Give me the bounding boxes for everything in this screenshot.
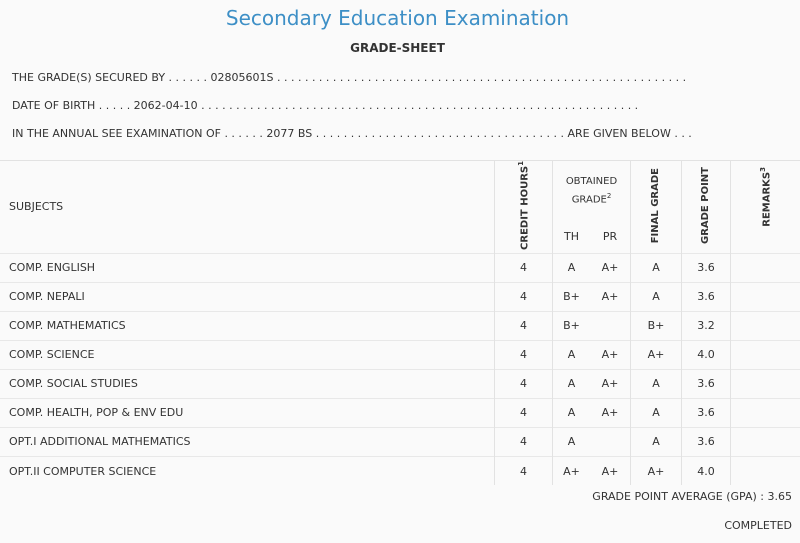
table-row: OPT.II COMPUTER SCIENCE 4 A+ A+ A+ 4.0 — [0, 456, 800, 486]
remarks-cell — [730, 427, 800, 457]
grade-point-header-label: GRADE POINT — [700, 166, 711, 244]
pr-header: PR — [602, 230, 618, 244]
secured-by-line: THE GRADE(S) SECURED BY . . . . . . 0280… — [12, 71, 687, 84]
date-of-birth-line: DATE OF BIRTH . . . . . 2062-04-10 . . .… — [12, 99, 639, 112]
table-row: COMP. SOCIAL STUDIES 4 A A+ A 3.6 — [0, 369, 800, 399]
gpa-summary: GRADE POINT AVERAGE (GPA) : 3.65 — [592, 490, 792, 503]
th-cell: A — [552, 427, 590, 457]
table-row: COMP. MATHEMATICS 4 B+ B+ 3.2 — [0, 311, 800, 341]
subject-cell: COMP. MATHEMATICS — [9, 319, 126, 333]
subject-cell: COMP. SCIENCE — [9, 348, 95, 362]
subject-cell: COMP. ENGLISH — [9, 261, 96, 275]
credit-cell: 4 — [494, 340, 553, 370]
grade-sheet-heading: GRADE-SHEET — [350, 41, 445, 55]
remarks-sup: 3 — [759, 167, 768, 172]
subject-cell: COMP. SOCIAL STUDIES — [9, 377, 138, 391]
th-cell: A — [552, 340, 590, 370]
remarks-cell — [730, 456, 800, 486]
result-status: COMPLETED — [724, 519, 792, 532]
final-grade-cell: A — [630, 282, 682, 312]
grade-point-cell: 3.6 — [681, 427, 731, 457]
grade-point-cell: 4.0 — [681, 340, 731, 370]
final-grade-cell: A — [630, 253, 682, 283]
table-row: COMP. ENGLISH 4 A A+ A 3.6 — [0, 253, 800, 283]
table-row: COMP. NEPALI 4 B+ A+ A 3.6 — [0, 282, 800, 312]
final-grade-cell: A+ — [630, 340, 682, 370]
remarks-cell — [730, 253, 800, 283]
credit-hours-header: CREDIT HOURS1 — [494, 160, 553, 254]
subject-cell: COMP. NEPALI — [9, 290, 85, 304]
final-grade-header: FINAL GRADE — [630, 160, 682, 254]
th-cell: A — [552, 253, 590, 283]
pr-cell — [590, 427, 631, 456]
remarks-cell — [730, 369, 800, 399]
th-cell: B+ — [552, 311, 590, 341]
credit-hours-header-label: CREDIT HOURS1 — [515, 161, 531, 250]
remarks-header-label: REMARKS3 — [757, 167, 773, 227]
th-header: TH — [552, 220, 590, 254]
credit-cell: 4 — [494, 456, 553, 486]
credit-cell: 4 — [494, 398, 553, 428]
remarks-cell — [730, 340, 800, 370]
credit-hours-text: CREDIT HOURS — [519, 165, 531, 250]
obtained-grade-text: OBTAINED GRADE — [565, 175, 618, 206]
final-grade-cell: A — [630, 398, 682, 428]
pr-cell: A+ — [601, 406, 619, 420]
obtained-grade-header: OBTAINED GRADE2 — [552, 159, 631, 221]
pr-cell: A+ — [601, 261, 619, 275]
th-cell: A — [552, 398, 590, 428]
final-grade-cell: B+ — [630, 311, 682, 341]
grade-point-cell: 3.6 — [681, 253, 731, 283]
grade-point-cell: 3.6 — [681, 282, 731, 312]
th-cell: B+ — [552, 282, 590, 312]
final-grade-header-label: FINAL GRADE — [650, 167, 661, 244]
exam-line: IN THE ANNUAL SEE EXAMINATION OF . . . .… — [12, 127, 692, 140]
th-cell: A — [552, 369, 590, 399]
final-grade-cell: A — [630, 427, 682, 457]
page-title: Secondary Education Examination — [225, 6, 570, 30]
th-cell: A+ — [552, 456, 590, 486]
subject-cell: OPT.II COMPUTER SCIENCE — [9, 464, 157, 478]
pr-cell: A+ — [601, 464, 619, 478]
grades-table: SUBJECTS CREDIT HOURS1 OBTAINED GRADE2 F… — [0, 159, 800, 486]
remarks-cell — [730, 282, 800, 312]
credit-cell: 4 — [494, 253, 553, 283]
credit-cell: 4 — [494, 369, 553, 399]
final-grade-cell: A — [630, 369, 682, 399]
table-row: OPT.I ADDITIONAL MATHEMATICS 4 A A 3.6 — [0, 427, 800, 457]
pr-cell: A+ — [601, 348, 619, 362]
grade-point-header: GRADE POINT — [681, 160, 731, 254]
pr-cell: A+ — [601, 377, 619, 391]
credit-cell: 4 — [494, 311, 553, 341]
grade-point-cell: 4.0 — [681, 456, 731, 486]
subject-cell: COMP. HEALTH, POP & ENV EDU — [9, 406, 184, 420]
subject-cell: OPT.I ADDITIONAL MATHEMATICS — [9, 435, 191, 449]
credit-cell: 4 — [494, 427, 553, 457]
pr-cell: A+ — [601, 290, 619, 304]
remarks-cell — [730, 398, 800, 428]
pr-cell — [590, 311, 631, 340]
obtained-grade-header-label: OBTAINED GRADE2 — [553, 175, 630, 207]
subjects-header-label: SUBJECTS — [9, 200, 64, 214]
remarks-text: REMARKS — [761, 171, 773, 227]
credit-hours-sup: 1 — [517, 161, 526, 166]
remarks-header: REMARKS3 — [730, 160, 800, 254]
obtained-grade-sup: 2 — [606, 191, 612, 200]
grade-point-cell: 3.6 — [681, 398, 731, 428]
grade-point-cell: 3.2 — [681, 311, 731, 341]
credit-cell: 4 — [494, 282, 553, 312]
table-row: COMP. HEALTH, POP & ENV EDU 4 A A+ A 3.6 — [0, 398, 800, 428]
grade-point-cell: 3.6 — [681, 369, 731, 399]
final-grade-cell: A+ — [630, 456, 682, 486]
subjects-header: SUBJECTS — [0, 160, 495, 254]
remarks-cell — [730, 311, 800, 341]
table-row: COMP. SCIENCE 4 A A+ A+ 4.0 — [0, 340, 800, 370]
